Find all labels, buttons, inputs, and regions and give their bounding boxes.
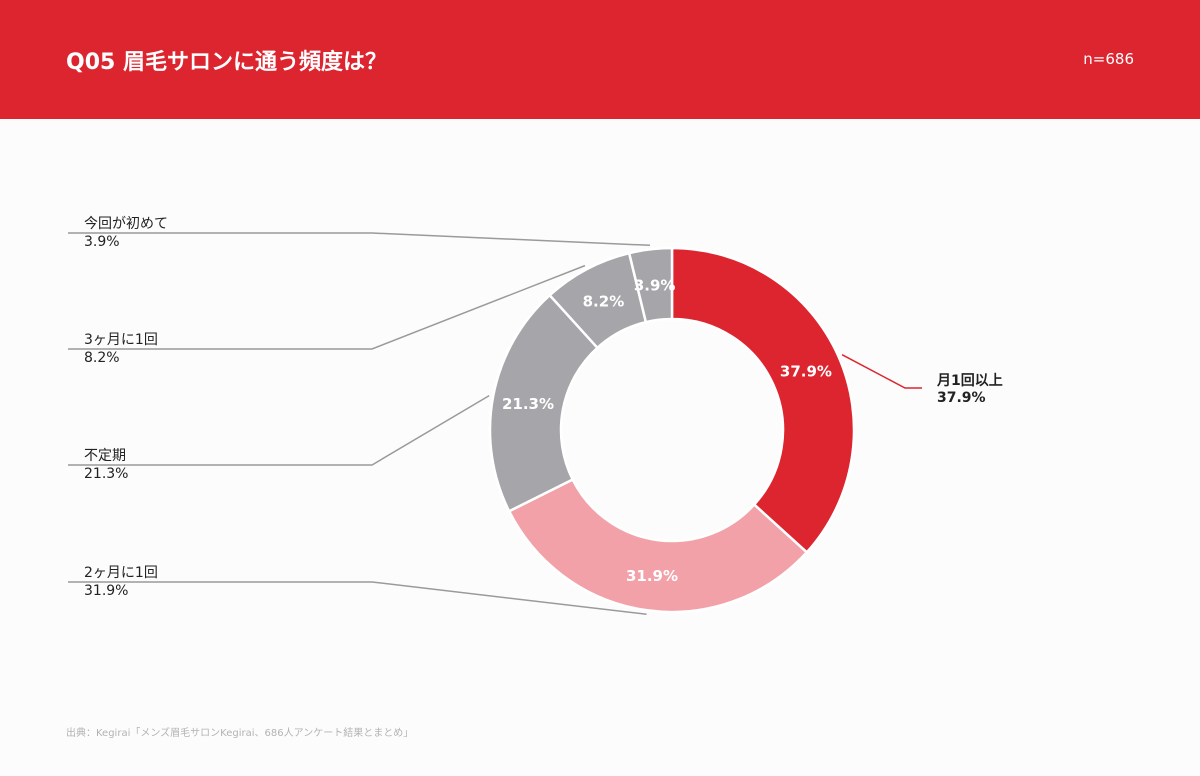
slice-value-label: 31.9% [626,567,678,585]
category-value: 21.3% [84,466,128,482]
callout-line [68,581,647,616]
slice-value-label: 3.9% [634,277,676,295]
category-label: 3ヶ月に1回 [84,332,158,348]
category-value: 8.2% [84,350,120,366]
category-value: 3.9% [84,234,120,250]
slice-value-label: 8.2% [583,293,625,311]
source-note: 出典：Kegirai「メンズ眉毛サロンKegirai、686人アンケート結果とま… [66,728,414,739]
slice-value-label: 37.9% [780,363,832,381]
page-title: Q05 眉毛サロンに通う頻度は？ [66,50,387,75]
donut-slice [627,246,674,324]
callout-line [841,353,922,389]
category-label: 月1回以上 [936,373,1003,389]
category-label: 不定期 [84,448,126,464]
callout-line [68,264,586,350]
slice-value-label: 21.3% [502,395,554,413]
header-bar: Q05 眉毛サロンに通う頻度は？ n=686 [0,0,1200,119]
donut-slice [507,477,809,614]
category-value: 37.9% [937,390,986,406]
category-label: 2ヶ月に1回 [84,565,158,581]
callout-line [68,395,490,466]
callout-line [68,232,651,247]
category-value: 31.9% [84,583,128,599]
sample-size: n=686 [1083,50,1134,68]
category-label: 今回が初めて [84,215,168,232]
donut-slice [670,246,856,555]
